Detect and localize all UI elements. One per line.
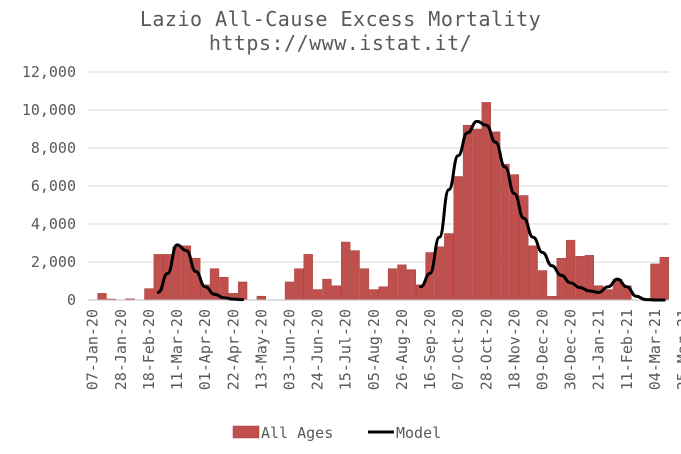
bar (144, 288, 154, 301)
x-tick-label: 13-May-20 (252, 309, 270, 390)
y-tick-label: 12,000 (22, 63, 76, 81)
bar (462, 124, 473, 301)
x-tick-label: 21-Jan-21 (590, 309, 608, 390)
y-tick-label: 0 (67, 291, 76, 309)
bar (312, 289, 323, 301)
legend-label-all-ages: All Ages (261, 424, 333, 442)
bar (434, 246, 445, 301)
bar (575, 256, 585, 301)
bar (284, 281, 295, 301)
bar (528, 245, 538, 301)
bar (500, 163, 510, 301)
bar (490, 131, 501, 301)
bar (537, 270, 548, 301)
legend-swatch-all-ages (232, 425, 260, 439)
bar (237, 281, 248, 301)
x-tick-label: 26-Aug-20 (393, 309, 411, 390)
chart-title: Lazio All-Cause Excess Mortality (139, 7, 542, 31)
bar (303, 254, 313, 301)
x-tick-label: 04-Mar-21 (646, 309, 664, 390)
x-tick-label: 18-Nov-20 (505, 309, 523, 390)
bar (359, 268, 370, 301)
x-tick-label: 07-Jan-20 (84, 309, 102, 390)
x-tick-label: 01-Apr-20 (196, 309, 214, 390)
x-tick-label: 03-Jun-20 (280, 309, 298, 390)
bar (472, 128, 482, 301)
y-tick-label: 4,000 (31, 215, 76, 233)
y-tick-label: 2,000 (31, 253, 76, 271)
y-tick-label: 10,000 (22, 101, 76, 119)
bar (603, 289, 613, 301)
x-tick-label: 18-Feb-20 (140, 309, 158, 390)
x-tick-label: 07-Oct-20 (449, 309, 467, 390)
bar (565, 239, 576, 301)
legend-label-model: Model (396, 424, 441, 442)
bar (256, 295, 267, 301)
bar (659, 257, 669, 301)
bar (453, 176, 463, 301)
bar (331, 285, 341, 301)
y-tick-label: 6,000 (31, 177, 76, 195)
bar (397, 264, 407, 301)
x-tick-label: 30-Dec-20 (562, 309, 580, 390)
x-tick-label: 16-Sep-20 (421, 309, 439, 390)
bar (378, 286, 388, 301)
x-tick-label: 11-Feb-21 (618, 309, 636, 390)
y-tick-label: 8,000 (31, 139, 76, 157)
model-line (419, 119, 666, 302)
x-tick-label: 24-Jun-20 (309, 309, 327, 390)
x-tick-label: 22-Apr-20 (224, 309, 242, 390)
bar (387, 268, 398, 301)
x-tick-label: 28-Jan-20 (112, 309, 130, 390)
bar (341, 241, 351, 301)
x-tick-label: 11-Mar-20 (168, 309, 186, 390)
bar (406, 269, 416, 301)
bar (350, 250, 360, 301)
bar (322, 278, 332, 301)
chart-subtitle: https://www.istat.it/ (208, 31, 473, 55)
x-tick-label: 15-Jul-20 (337, 309, 355, 390)
model-line (156, 243, 245, 302)
bar (650, 263, 660, 301)
x-tick-label: 28-Oct-20 (477, 309, 495, 390)
bar (547, 295, 557, 301)
bar (584, 255, 595, 301)
bar (444, 233, 454, 301)
bar (97, 293, 107, 301)
bar (294, 268, 304, 301)
x-tick-label: 05-Aug-20 (365, 309, 383, 390)
x-tick-label: 25-Mar-21 (674, 309, 681, 390)
bar (369, 289, 379, 301)
x-tick-label: 09-Dec-20 (533, 309, 551, 390)
